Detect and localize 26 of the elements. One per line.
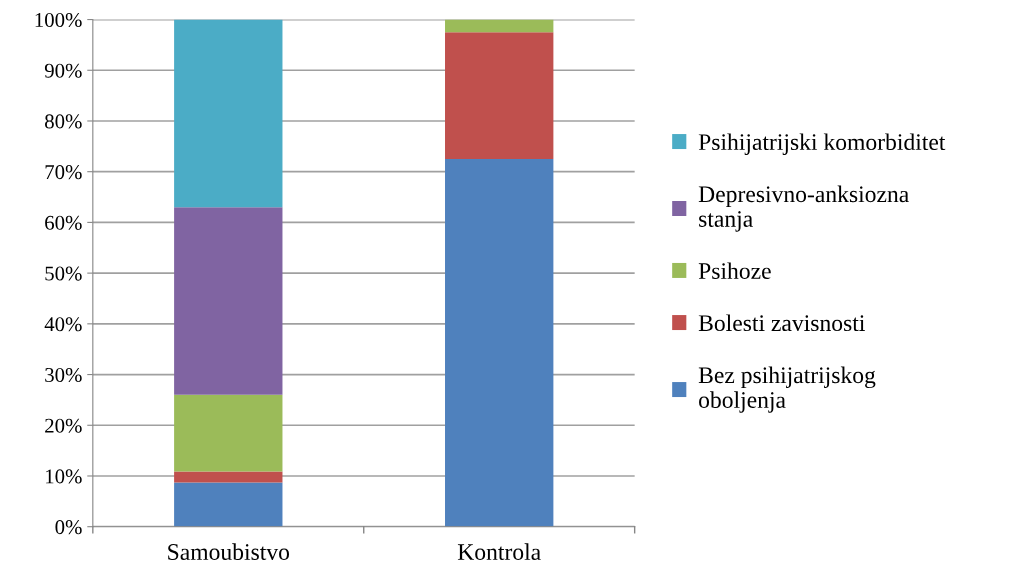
y-tick-label: 60% [45,215,82,230]
x-tick-label: Kontrola [457,543,541,560]
y-tick-label: 50% [45,266,82,281]
legend-label: Psihoze [698,262,771,279]
bar [445,32,554,160]
bar [174,482,283,527]
bar [174,394,283,472]
bar [445,159,554,527]
y-tick-label: 20% [45,418,82,433]
legend-label: Bolesti zavisnosti [698,314,865,332]
y-tick-label: 40% [44,317,82,332]
legend-label: Bez psihijatrijskog oboljenja [698,366,876,413]
y-tick-label: 30% [45,367,82,383]
y-tick-label: 80% [45,114,82,129]
y-tick-label: 90% [44,63,82,78]
legend-label: Psihijatrijski komorbiditet [698,133,946,155]
y-tick-label: 100% [35,12,82,28]
legend-label: Depresivno-anksiozna stanja [698,185,909,232]
y-tick-label: 10% [46,469,82,484]
y-tick-label: 0% [55,520,82,535]
bar [174,207,283,395]
bar [174,471,283,483]
bar [174,19,283,208]
x-tick-label: Samoubistvo [168,543,290,560]
y-tick-label: 70% [45,165,82,180]
bar [445,19,554,33]
